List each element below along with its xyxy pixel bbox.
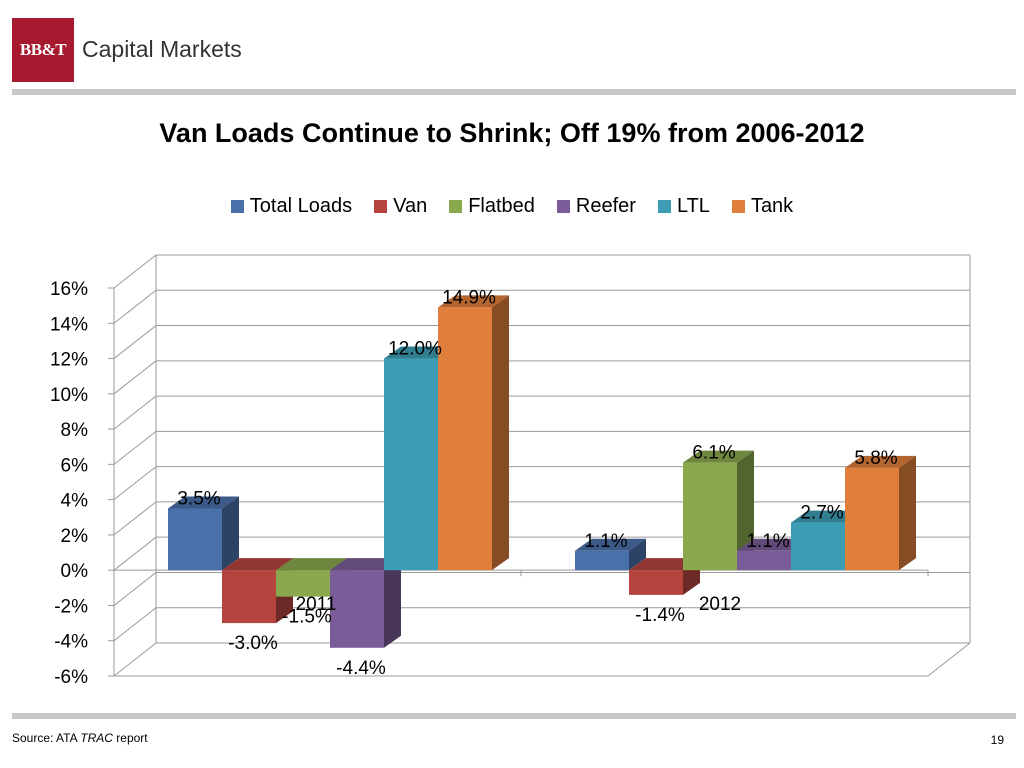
side-grid-line: [113, 536, 157, 571]
legend-swatch: [449, 200, 463, 213]
y-tick-label: 4%: [61, 491, 89, 512]
data-label: 14.9%: [442, 287, 496, 308]
legend-swatch: [230, 200, 244, 213]
header-divider: [12, 89, 1016, 95]
legend-label: LTL: [676, 195, 710, 217]
legend-swatch: [731, 200, 745, 213]
side-grid-line: [113, 289, 157, 324]
source-note: Source: ATA TRAC report: [12, 731, 148, 745]
bar: [575, 538, 646, 571]
data-label: 1.1%: [746, 531, 789, 552]
data-label: 12.0%: [388, 339, 442, 360]
footer-divider: [12, 713, 1016, 719]
legend-item: LTL: [657, 195, 710, 218]
legend-label: Total Loads: [249, 195, 353, 217]
y-tick-label: 12%: [50, 350, 88, 371]
y-tick-label: 16%: [50, 279, 88, 300]
side-grid-line: [113, 642, 157, 677]
y-tick-label: 14%: [50, 314, 88, 335]
y-tick-label: -4%: [54, 632, 88, 653]
side-grid-line: [113, 501, 157, 536]
data-label: -1.5%: [282, 607, 332, 628]
data-label: 1.1%: [584, 531, 627, 552]
legend-swatch: [556, 200, 570, 213]
page-number: 19: [990, 733, 1004, 747]
y-tick-label: 2%: [61, 526, 89, 547]
y-tick-label: 6%: [61, 455, 89, 476]
side-grid-line: [113, 395, 157, 430]
legend-label: Tank: [750, 195, 794, 217]
side-grid-line: [113, 466, 157, 501]
floor-side-edge: [927, 642, 971, 677]
bar: [330, 558, 401, 648]
data-label: -1.4%: [635, 605, 685, 626]
logo-text: Capital Markets: [82, 36, 242, 62]
category-label: 2011: [296, 594, 337, 615]
data-label: 2.7%: [800, 503, 843, 524]
side-grid-line: [113, 254, 157, 289]
legend-label: Van: [393, 195, 428, 217]
y-tick-label: 0%: [61, 561, 89, 582]
side-grid-line: [113, 325, 157, 359]
data-label: 6.1%: [692, 443, 735, 464]
data-label: -3.0%: [228, 633, 278, 654]
bar: [168, 496, 239, 571]
y-tick-label: -6%: [54, 667, 88, 688]
data-label: 5.8%: [854, 448, 897, 469]
side-grid-line: [113, 572, 157, 606]
bar: [683, 450, 754, 571]
legend-swatch: [374, 200, 388, 213]
logo-mark: BB&T: [12, 18, 74, 82]
legend-item: Total Loads: [230, 195, 353, 218]
legend-item: Flatbed: [449, 195, 535, 218]
legend-item: Tank: [731, 195, 794, 218]
chart-legend: Total Loads Van Flatbed Reefer LTL Tank: [0, 195, 1024, 218]
legend-label: Flatbed: [468, 195, 535, 217]
legend-swatch: [657, 200, 671, 213]
category-label: 2012: [699, 594, 741, 615]
data-label: -4.4%: [336, 658, 386, 679]
y-tick-label: 10%: [50, 385, 88, 406]
y-tick-label: 8%: [61, 420, 89, 441]
side-grid-line: [113, 430, 157, 465]
y-tick-label: -2%: [54, 596, 88, 617]
bar: [438, 295, 509, 571]
legend-item: Van: [374, 195, 427, 218]
bar: [845, 455, 916, 571]
data-label: 3.5%: [177, 488, 220, 509]
side-grid-line: [113, 607, 157, 642]
legend-label: Reefer: [575, 195, 636, 217]
bar-chart: -6% -4% -2% 0% 2% 4% 6% 8% 10% 12% 14% 16% 2011 2012 3…: [50, 254, 971, 688]
legend-item: Reefer: [556, 195, 636, 218]
side-grid-line: [113, 360, 157, 395]
chart-title: Van Loads Continue to Shrink; Off 19% fr…: [159, 118, 865, 148]
